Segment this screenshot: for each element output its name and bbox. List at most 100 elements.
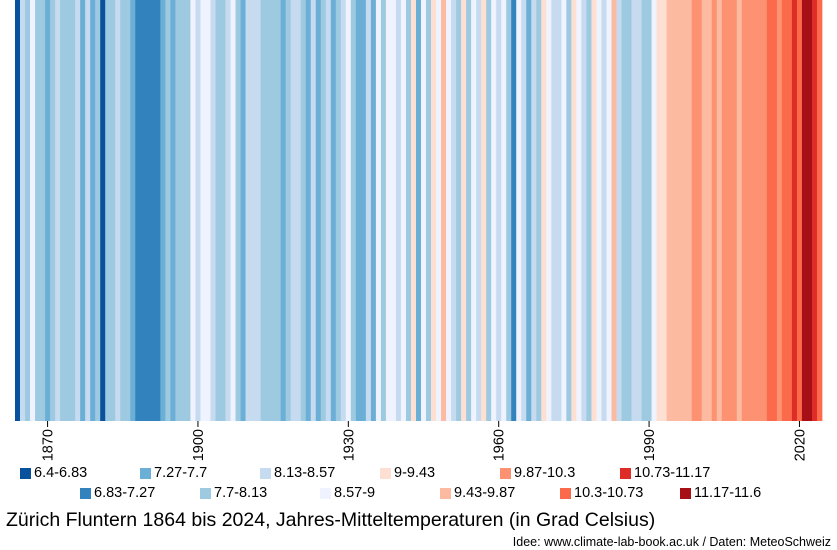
stripe-1948	[436, 0, 442, 421]
stripe-1965	[521, 0, 527, 421]
legend-swatch	[560, 487, 571, 499]
stripe-1950	[446, 0, 452, 421]
stripe-1872	[55, 0, 61, 421]
stripe-1906	[225, 0, 231, 421]
legend-swatch	[20, 467, 31, 479]
stripe-1893	[160, 0, 166, 421]
stripe-1999	[691, 0, 698, 421]
stripe-1932	[355, 0, 362, 421]
legend-swatch	[80, 487, 91, 499]
stripe-1884	[115, 0, 121, 421]
stripe-1996	[676, 0, 682, 421]
stripe-1901	[200, 0, 206, 421]
stripe-1951	[451, 0, 457, 421]
stripe-1938	[385, 0, 392, 421]
stripe-1890	[145, 0, 151, 421]
stripe-1987	[631, 0, 637, 421]
x-tick-label-1900: 1900	[191, 429, 207, 461]
stripe-1997	[681, 0, 688, 421]
stripe-2008	[736, 0, 743, 421]
legend-swatch	[140, 467, 151, 479]
stripe-1868	[35, 0, 41, 421]
stripe-1887	[130, 0, 136, 421]
stripe-2018	[786, 0, 793, 421]
stripe-2014	[766, 0, 773, 421]
stripe-1916	[275, 0, 282, 421]
stripe-1937	[380, 0, 387, 421]
stripe-2001	[701, 0, 708, 421]
stripe-1943	[410, 0, 417, 421]
stripe-1865	[20, 0, 26, 421]
stripe-1974	[566, 0, 572, 421]
stripe-1886	[125, 0, 131, 421]
stripe-2017	[781, 0, 788, 421]
stripe-1922	[305, 0, 312, 421]
stripe-1966	[526, 0, 532, 421]
stripe-1980	[596, 0, 602, 421]
stripe-1956	[476, 0, 482, 421]
stripe-1942	[405, 0, 412, 421]
stripe-1973	[561, 0, 567, 421]
stripe-1977	[581, 0, 587, 421]
stripe-1935	[370, 0, 377, 421]
stripe-1969	[541, 0, 547, 421]
stripe-1957	[481, 0, 487, 421]
legend-label: 7.27-7.7	[154, 465, 208, 481]
stripe-1866	[25, 0, 31, 421]
x-tick-label-1990: 1990	[642, 429, 658, 461]
stripe-1869	[40, 0, 46, 421]
stripe-1903	[210, 0, 216, 421]
stripes-group	[15, 0, 823, 421]
stripe-1864	[15, 0, 21, 421]
stripe-1879	[90, 0, 96, 421]
stripe-1927	[330, 0, 337, 421]
stripe-1955	[471, 0, 477, 421]
chart-title: Zürich Fluntern 1864 bis 2024, Jahres-Mi…	[6, 509, 656, 531]
stripe-2006	[726, 0, 733, 421]
stripe-1952	[456, 0, 462, 421]
stripe-1971	[551, 0, 557, 421]
stripe-2004	[716, 0, 723, 421]
stripe-2002	[706, 0, 713, 421]
stripe-1915	[270, 0, 276, 421]
stripe-1876	[75, 0, 81, 421]
stripe-1892	[155, 0, 161, 421]
stripe-1917	[280, 0, 287, 421]
legend-swatch	[620, 467, 631, 479]
stripe-1907	[230, 0, 236, 421]
stripe-1976	[576, 0, 582, 421]
legend-swatch	[260, 467, 271, 479]
legend-item: 7.7-8.13	[200, 484, 267, 502]
stripe-1888	[135, 0, 141, 421]
legend-swatch	[500, 467, 511, 479]
stripe-1926	[325, 0, 332, 421]
legend-item: 10.73-11.17	[620, 464, 710, 482]
stripe-1889	[140, 0, 146, 421]
stripe-1991	[651, 0, 657, 421]
legend-item: 6.4-6.83	[20, 464, 87, 482]
stripe-1875	[70, 0, 76, 421]
stripe-1914	[265, 0, 271, 421]
legend-swatch	[320, 487, 331, 499]
stripe-1945	[421, 0, 427, 421]
stripe-1874	[65, 0, 71, 421]
stripe-1925	[320, 0, 327, 421]
stripe-2024	[816, 0, 823, 421]
stripe-1930	[345, 0, 352, 421]
legend-label: 9-9.43	[394, 465, 436, 481]
stripe-1924	[315, 0, 322, 421]
legend: 6.4-6.83 6.83-7.27 7.27-7.7 7.7-8.13 8.13-8.…	[20, 464, 820, 504]
legend-item: 9-9.43	[380, 464, 435, 482]
stripe-1940	[395, 0, 402, 421]
stripe-2015	[771, 0, 778, 421]
stripe-1877	[80, 0, 86, 421]
stripe-2007	[731, 0, 738, 421]
stripe-1883	[110, 0, 116, 421]
stripe-1912	[255, 0, 261, 421]
chart-credit: Idee: www.climate-lab-book.ac.uk / Daten…	[512, 535, 831, 549]
stripe-1908	[235, 0, 241, 421]
stripe-1992	[656, 0, 662, 421]
stripe-2011	[751, 0, 758, 421]
stripe-1970	[546, 0, 552, 421]
x-tick-label-1870: 1870	[41, 429, 57, 461]
